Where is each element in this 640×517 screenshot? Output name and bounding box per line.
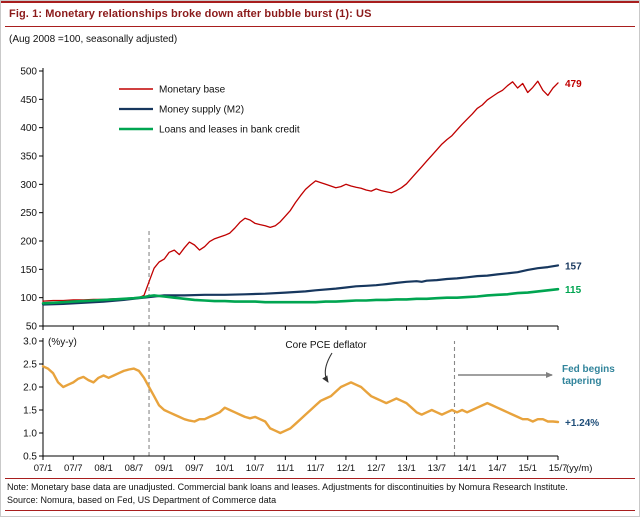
footer-divider	[5, 478, 635, 479]
y-tick-label: 250	[20, 208, 37, 219]
y-tick-label: 1.0	[23, 429, 37, 440]
x-tick-label: 09/1	[155, 463, 174, 474]
x-tick-label: 08/7	[125, 463, 144, 474]
y-tick-label: 300	[20, 180, 37, 191]
y-tick-label: 200	[20, 237, 37, 248]
y-tick-label: 350	[20, 152, 37, 163]
series-end-label-loans-and-leases-in-bank-credit: 115	[565, 285, 582, 296]
title-divider	[5, 26, 635, 27]
y-tick-label: 400	[20, 123, 37, 134]
x-tick-label: 13/7	[428, 463, 447, 474]
footnote-text: Note: Monetary base data are unadjusted.…	[7, 482, 568, 492]
x-tick-label: 11/1	[276, 463, 294, 474]
x-tick-label: 10/1	[216, 463, 235, 474]
legend-label-loans-and-leases-in-bank-credit: Loans and leases in bank credit	[159, 125, 300, 136]
bottom-divider	[5, 510, 635, 511]
x-tick-label: 15/7	[549, 463, 568, 474]
y-tick-label: 500	[20, 67, 37, 78]
x-tick-label: 13/1	[397, 463, 416, 474]
x-tick-label: 08/1	[94, 463, 113, 474]
x-tick-label: 11/7	[307, 463, 325, 474]
x-tick-label: 07/1	[34, 463, 53, 474]
x-tick-label: 15/1	[518, 463, 537, 474]
x-tick-label: 12/7	[367, 463, 386, 474]
x-tick-label: 14/1	[458, 463, 477, 474]
y-axis-unit-label: (%y-y)	[48, 337, 77, 348]
y-tick-label: 150	[20, 265, 37, 276]
legend-label-monetary-base: Monetary base	[159, 85, 226, 96]
y-tick-label: 50	[26, 322, 38, 333]
series-end-label-monetary-base: 479	[565, 79, 582, 90]
series-line-loans-and-leases-in-bank-credit	[41, 287, 560, 305]
legend-label-money-supply-m2: Money supply (M2)	[159, 105, 244, 116]
core-pce-annotation-arrow	[322, 352, 333, 383]
x-tick-label: 12/1	[337, 463, 356, 474]
core-pce-annotation-label: Core PCE deflator	[285, 340, 367, 351]
top-divider	[1, 1, 639, 3]
series-end-label-core-pce-deflator: +1.24%	[565, 418, 599, 429]
y-tick-label: 0.5	[23, 452, 37, 463]
x-axis-unit-label: (yy/m)	[566, 463, 592, 474]
y-tick-label: 450	[20, 95, 37, 106]
y-tick-label: 3.0	[23, 337, 37, 348]
figure-title: Fig. 1: Monetary relationships broke dow…	[9, 8, 372, 20]
x-tick-label: 09/7	[185, 463, 204, 474]
y-tick-label: 100	[20, 293, 37, 304]
series-line-core-pce-deflator	[41, 365, 560, 435]
source-text: Source: Nomura, based on Fed, US Departm…	[7, 495, 277, 505]
fed-tapering-label-line1: Fed begins	[562, 364, 615, 375]
index-basis-note: (Aug 2008 =100, seasonally adjusted)	[9, 34, 178, 45]
y-tick-label: 2.0	[23, 383, 37, 394]
y-tick-label: 2.5	[23, 360, 37, 371]
x-tick-label: 14/7	[488, 463, 507, 474]
y-tick-label: 1.5	[23, 406, 37, 417]
fed-tapering-label-line2: tapering	[562, 376, 601, 387]
series-end-label-money-supply-m2: 157	[565, 261, 582, 272]
x-tick-label: 10/7	[246, 463, 265, 474]
x-tick-label: 07/7	[64, 463, 83, 474]
series-line-monetary-base	[42, 80, 559, 302]
